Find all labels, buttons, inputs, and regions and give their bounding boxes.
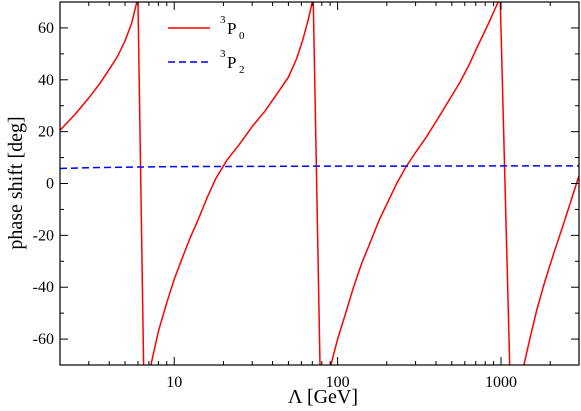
x-tick-label: 1000 (485, 374, 517, 391)
legend-label-base: P (227, 19, 236, 38)
y-tick-label: 60 (38, 20, 54, 37)
x-tick-label: 100 (326, 374, 350, 391)
legend-label-sup: 3 (220, 14, 226, 26)
legend-label-sub: 2 (239, 64, 245, 76)
series-3P0-segment-1 (137, 2, 145, 365)
series-3P0-segment-6 (523, 175, 579, 365)
x-tick-label: 10 (166, 374, 182, 391)
y-tick-label: -60 (33, 331, 54, 348)
x-axis-label: Λ [GeV] (288, 386, 358, 408)
series-3P2-segment-0 (60, 165, 579, 170)
series-3P0-segment-2 (150, 2, 314, 365)
series-3P0-segment-0 (60, 2, 138, 131)
series-3P0-segment-4 (330, 2, 499, 365)
y-tick-label: -40 (33, 279, 54, 296)
y-tick-label: 20 (38, 124, 54, 141)
y-tick-label: 0 (46, 176, 54, 193)
legend-label-base: P (227, 53, 236, 72)
y-axis-label: phase shift [deg] (5, 116, 27, 249)
y-tick-label: -20 (33, 227, 54, 244)
series-3P0-segment-5 (499, 2, 511, 365)
plot-lines (60, 2, 579, 365)
series-3P0-segment-3 (312, 2, 321, 365)
y-tick-label: 40 (38, 72, 54, 89)
x-axis-ticks: 10 100 1000 (59, 2, 580, 391)
legend-label-sub: 0 (239, 30, 245, 42)
legend-label-sup: 3 (220, 48, 226, 60)
legend: 3 P 03 P 2 (168, 14, 245, 76)
